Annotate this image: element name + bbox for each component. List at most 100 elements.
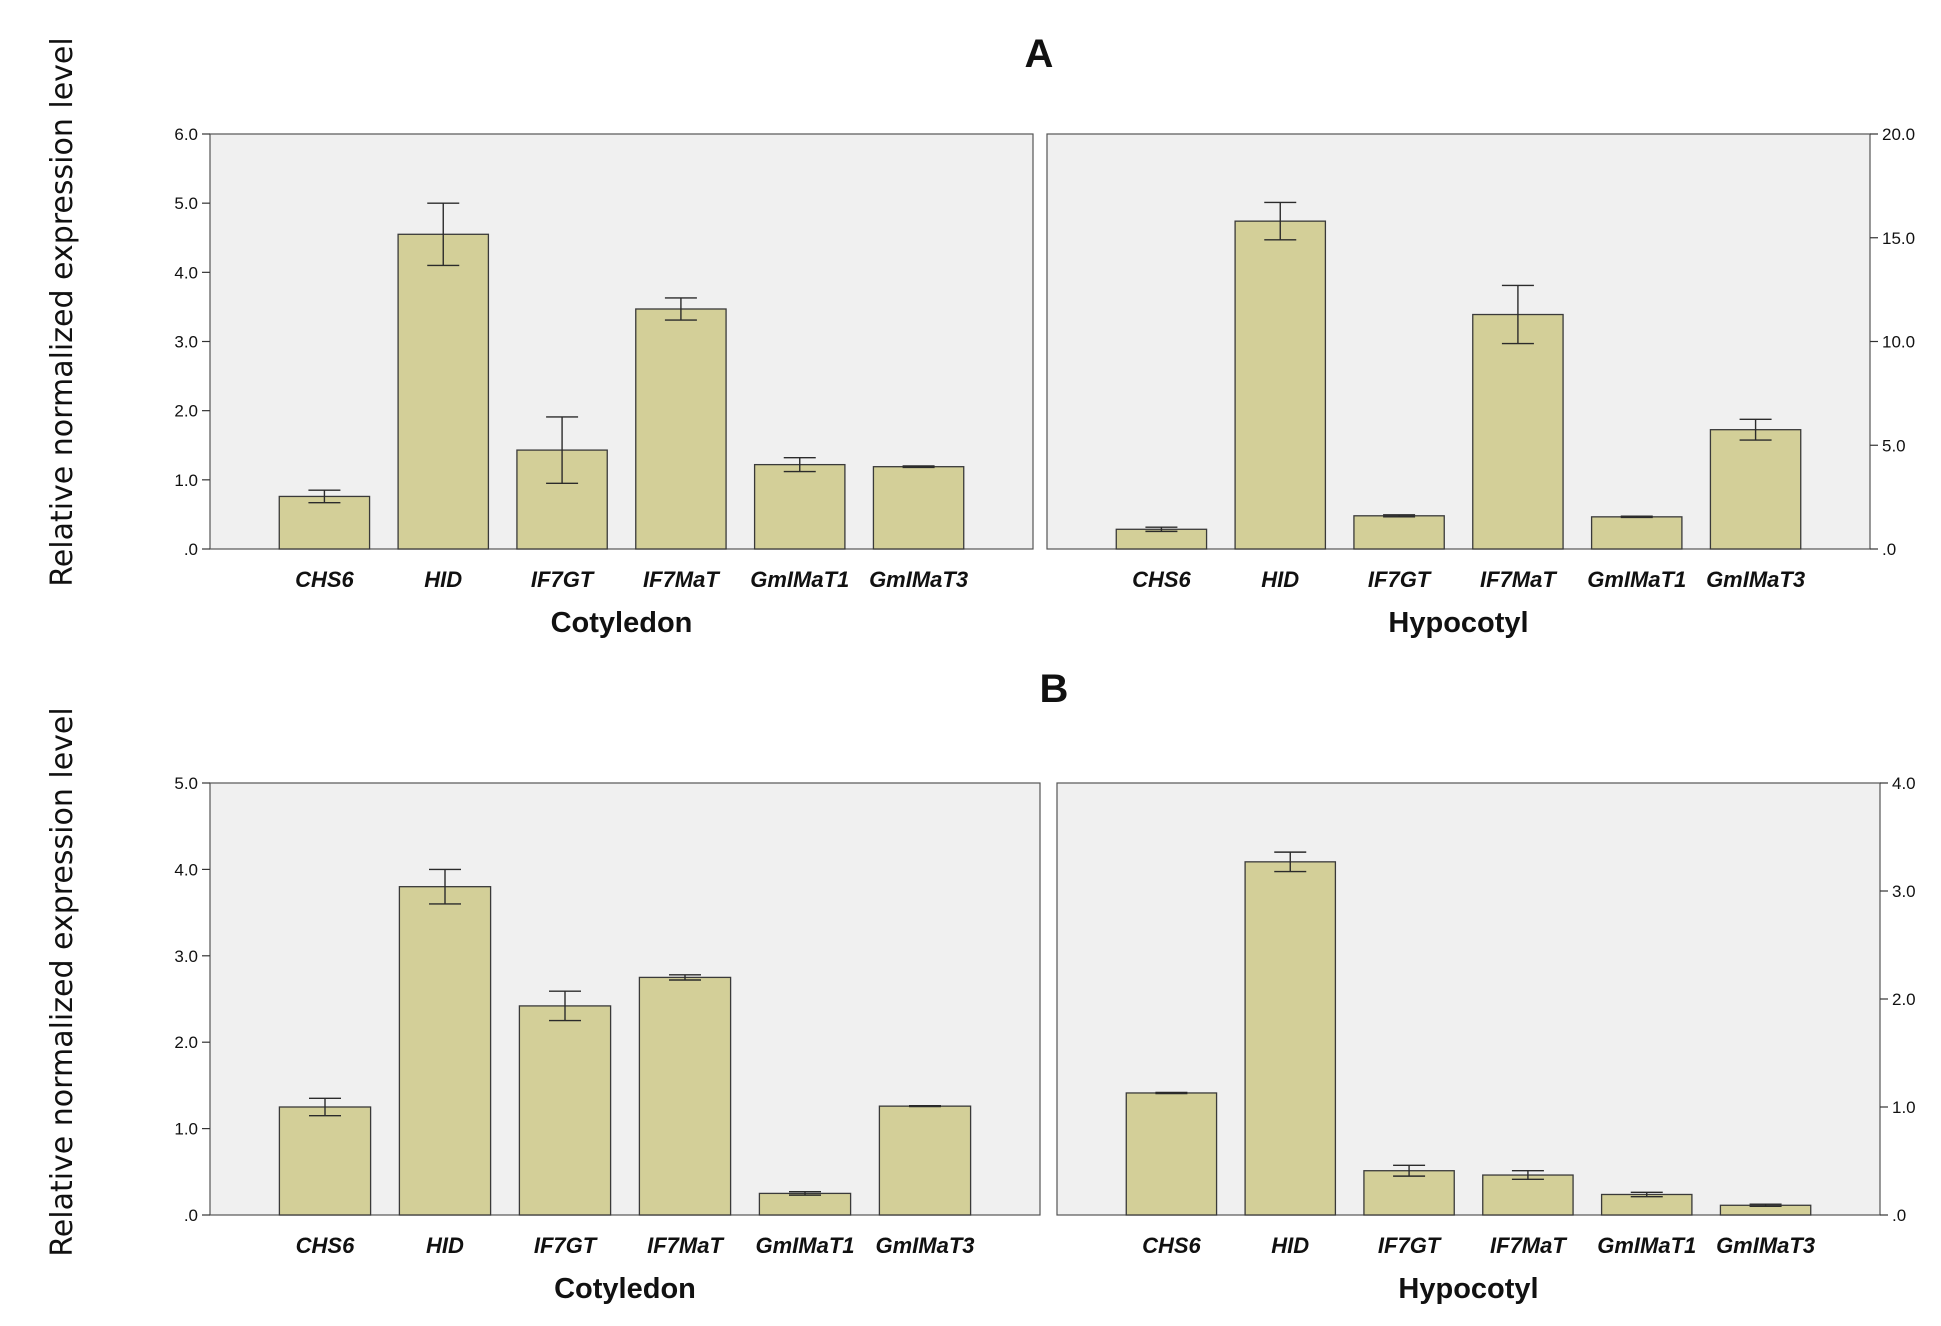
panel-b-label: B (1040, 667, 1069, 711)
panel-a-ylabel: Relative normalized expression level (45, 37, 80, 586)
bar-gmimat1 (758, 1192, 852, 1216)
y-tick-label: 3.0 (174, 333, 198, 352)
y-tick-label: 2.0 (174, 1033, 198, 1052)
y-tick-label: .0 (1882, 540, 1896, 559)
bar-if7gt (1353, 515, 1445, 550)
chart-b-hypocotyl: .0 1.0 2.0 3.0 4.0 CHS6 HID IF7GT IF7MaT GmIMaT1 G… (1056, 774, 1916, 1305)
y-tick-label: 2.0 (174, 402, 198, 421)
y-tick-label: 5.0 (174, 194, 198, 213)
error-bar-gmimat1 (1630, 1191, 1663, 1198)
y-tick-label: 15.0 (1882, 229, 1915, 248)
bar-hid (398, 886, 492, 1216)
error-bar-if7mat (1511, 1170, 1544, 1181)
x-tick-label: HID (424, 567, 462, 592)
x-tick-label: GmIMaT1 (755, 1233, 854, 1258)
bar-gmimat1 (1600, 1193, 1693, 1216)
x-tick-label: CHS6 (1142, 1233, 1201, 1258)
group-label: Hypocotyl (1398, 1273, 1538, 1305)
x-tick-label: HID (1261, 567, 1299, 592)
y-tick-label: 1.0 (1892, 1098, 1916, 1117)
charts-layer: .0 1.0 2.0 3.0 4.0 5.0 6.0 CHS6 HID IF7GT IF7MaT Gm… (174, 125, 1915, 1305)
group-label: Hypocotyl (1388, 607, 1528, 639)
bar-gmimat3 (878, 1105, 972, 1216)
x-tick-label: HID (1271, 1233, 1309, 1258)
bar-if7mat (1472, 313, 1564, 550)
bar-gmimat1 (1590, 516, 1683, 550)
bar-chs6 (278, 1106, 372, 1216)
bar-if7gt (518, 1005, 612, 1216)
x-tick-label: GmIMaT3 (1706, 567, 1805, 592)
error-bar-if7gt (1393, 1164, 1426, 1177)
x-tick-label: GmIMaT3 (875, 1233, 974, 1258)
x-tick-label: IF7GT (534, 1233, 598, 1258)
error-bar-hid (427, 202, 460, 267)
bar-hid (1234, 220, 1327, 550)
y-tick-label: 2.0 (1892, 990, 1916, 1009)
error-bar-gmimat3 (1749, 1203, 1782, 1208)
panel-b-ylabel: Relative normalized expression level (45, 707, 80, 1256)
error-bar-gmimat3 (902, 465, 935, 469)
error-bar-chs6 (308, 489, 341, 504)
error-bar-if7mat (664, 297, 697, 321)
x-tick-label: CHS6 (1132, 567, 1191, 592)
error-bar-if7gt (549, 990, 581, 1022)
bar-hid (397, 233, 490, 550)
x-tick-label: GmIMaT3 (869, 567, 968, 592)
x-tick-label: CHS6 (296, 1233, 355, 1258)
error-bar-if7gt (546, 416, 579, 484)
y-tick-label: 1.0 (174, 1120, 198, 1139)
error-bar-if7mat (1501, 284, 1534, 345)
y-tick-label: 20.0 (1882, 125, 1915, 144)
y-tick-label: .0 (184, 1206, 198, 1225)
error-bar-if7gt (1383, 514, 1416, 518)
error-bar-hid (429, 868, 461, 905)
error-bar-if7mat (669, 974, 701, 981)
error-bar-gmimat3 (909, 1105, 941, 1108)
y-tick-label: 5.0 (174, 774, 198, 793)
bar-if7mat (1482, 1174, 1574, 1216)
bar-gmimat3 (1709, 429, 1802, 550)
group-label: Cotyledon (551, 607, 693, 639)
chart-a-cotyledon: .0 1.0 2.0 3.0 4.0 5.0 6.0 CHS6 HID IF7GT IF7MaT Gm… (174, 125, 1034, 639)
x-tick-label: IF7GT (531, 567, 595, 592)
x-tick-label: IF7MaT (1490, 1233, 1567, 1258)
x-tick-label: GmIMaT1 (750, 567, 849, 592)
y-tick-label: 1.0 (174, 471, 198, 490)
error-bar-hid (1274, 851, 1307, 873)
x-tick-label: GmIMaT1 (1587, 567, 1686, 592)
error-bar-gmimat3 (1739, 418, 1772, 441)
chart-a-hypocotyl: .0 5.0 10.0 15.0 20.0 CHS6 HID IF7GT IF7MaT GmIMa… (1046, 125, 1915, 639)
y-tick-label: 10.0 (1882, 333, 1915, 352)
error-bar-gmimat1 (783, 457, 816, 473)
y-tick-label: 4.0 (1892, 774, 1916, 793)
group-label: Cotyledon (554, 1273, 696, 1305)
error-bar-chs6 (309, 1097, 341, 1117)
x-tick-label: IF7GT (1378, 1233, 1442, 1258)
chart-b-cotyledon: .0 1.0 2.0 3.0 4.0 5.0 CHS6 HID IF7GT IF7MaT GmIMa… (174, 774, 1041, 1305)
y-tick-label: 3.0 (174, 947, 198, 966)
bar-hid (1244, 861, 1337, 1216)
x-tick-label: GmIMaT3 (1716, 1233, 1815, 1258)
panel-a-label: A (1025, 32, 1054, 76)
y-tick-label: 4.0 (174, 860, 198, 879)
bar-chs6 (1115, 528, 1208, 550)
y-tick-label: 6.0 (174, 125, 198, 144)
error-bar-chs6 (1155, 1091, 1188, 1095)
error-bar-gmimat1 (1620, 515, 1653, 519)
x-tick-label: IF7MaT (647, 1233, 724, 1258)
y-tick-label: 3.0 (1892, 882, 1916, 901)
bar-if7mat (635, 308, 727, 550)
bar-gmimat1 (753, 463, 846, 550)
error-bar-chs6 (1145, 526, 1178, 533)
y-tick-label: 4.0 (174, 263, 198, 282)
y-tick-label: .0 (1892, 1206, 1906, 1225)
bar-if7mat (638, 976, 732, 1216)
x-tick-label: IF7MaT (1480, 567, 1557, 592)
bar-gmimat3 (872, 466, 965, 550)
error-bar-gmimat1 (789, 1190, 821, 1196)
y-tick-label: .0 (184, 540, 198, 559)
x-tick-label: IF7MaT (643, 567, 720, 592)
x-tick-label: HID (426, 1233, 464, 1258)
y-tick-label: 5.0 (1882, 436, 1906, 455)
x-tick-label: CHS6 (295, 567, 354, 592)
